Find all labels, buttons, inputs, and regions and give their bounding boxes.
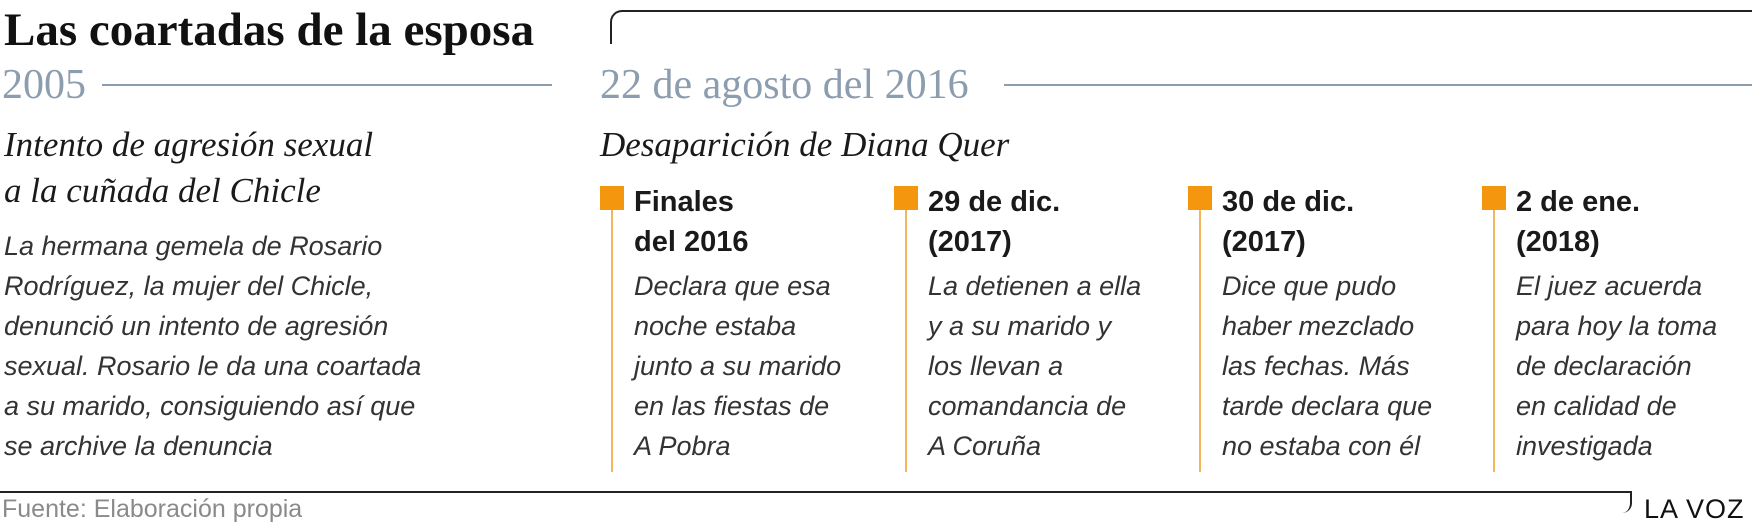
desc-line: las fechas. Más [1222, 351, 1410, 381]
title-frame-line [610, 10, 1752, 44]
body-line: se archive la denuncia [4, 431, 273, 461]
event-stem [1493, 210, 1495, 472]
event-date: 29 de dic. (2017) [928, 182, 1060, 262]
desc-line: noche estaba [634, 311, 797, 341]
date-line: 29 de dic. [928, 186, 1061, 218]
desc-line: junto a su marido [634, 351, 842, 381]
date-line: 2 de ene. [1516, 186, 1641, 218]
event-description: La detienen a ella y a su marido y los l… [928, 266, 1141, 466]
desc-line: de declaración [1516, 351, 1692, 381]
desc-line: investigada [1516, 431, 1653, 461]
footer-rule [0, 491, 1632, 493]
event-stem [611, 210, 613, 472]
section-heading: Desaparición de Diana Quer [600, 122, 1009, 168]
event-stem [905, 210, 907, 472]
desc-line: para hoy la toma [1516, 311, 1718, 341]
brand-logo: LA VOZ [1644, 494, 1745, 524]
desc-line: tarde declara que [1222, 391, 1433, 421]
timeline-event: 2 de ene. (2018) El juez acuerda para ho… [1482, 186, 1752, 486]
desc-line: en las fiestas de [634, 391, 830, 421]
desc-line: Declara que esa [634, 271, 831, 301]
desc-line: en calidad de [1516, 391, 1677, 421]
timeline-event: 30 de dic. (2017) Dice que pudo haber me… [1188, 186, 1458, 486]
desc-line: La detienen a ella [928, 271, 1142, 301]
event-marker [1482, 186, 1506, 210]
event-marker [1188, 186, 1212, 210]
desc-line: El juez acuerda [1516, 271, 1703, 301]
body-line: La hermana gemela de Rosario [4, 231, 383, 261]
event-date: 30 de dic. (2017) [1222, 182, 1354, 262]
date-line: Finales [634, 186, 734, 218]
date-line: del 2016 [634, 226, 749, 258]
event-date: 2 de ene. (2018) [1516, 182, 1640, 262]
heading-line: Desaparición de Diana Quer [600, 125, 1010, 164]
body-line: sexual. Rosario le da una coartada [4, 351, 422, 381]
desc-line: y a su marido y [928, 311, 1112, 341]
desc-line: A Pobra [634, 431, 731, 461]
date-line: 30 de dic. [1222, 186, 1355, 218]
desc-line: haber mezclado [1222, 311, 1415, 341]
heading-line: a la cuñada del Chicle [4, 171, 321, 210]
event-description: Declara que esa noche estaba junto a su … [634, 266, 841, 466]
date-line: (2018) [1516, 226, 1600, 258]
event-description: Dice que pudo haber mezclado las fechas.… [1222, 266, 1432, 466]
event-date: Finales del 2016 [634, 182, 748, 262]
year-divider-2016 [1004, 84, 1752, 86]
date-line: (2017) [1222, 226, 1306, 258]
event-marker [600, 186, 624, 210]
infographic-title: Las coartadas de la esposa [4, 4, 535, 56]
event-description: El juez acuerda para hoy la toma de decl… [1516, 266, 1717, 466]
heading-line: Intento de agresión sexual [4, 125, 374, 164]
source-credit: Fuente: Elaboración propia [2, 495, 303, 523]
year-label-2016: 22 de agosto del 2016 [600, 62, 969, 108]
body-line: a su marido, consiguiendo así que [4, 391, 416, 421]
year-label-2005: 2005 [2, 62, 86, 108]
timeline-event: Finales del 2016 Declara que esa noche e… [600, 186, 870, 486]
date-line: (2017) [928, 226, 1012, 258]
event-stem [1199, 210, 1201, 472]
section-heading: Intento de agresión sexual a la cuñada d… [4, 122, 373, 214]
section-body: La hermana gemela de Rosario Rodríguez, … [4, 226, 421, 466]
desc-line: los llevan a [928, 351, 1064, 381]
desc-line: A Coruña [928, 431, 1042, 461]
timeline-event: 29 de dic. (2017) La detienen a ella y a… [894, 186, 1164, 486]
desc-line: Dice que pudo [1222, 271, 1397, 301]
desc-line: no estaba con él [1222, 431, 1421, 461]
footer-rule-hook [1622, 491, 1632, 513]
body-line: denunció un intento de agresión [4, 311, 389, 341]
event-marker [894, 186, 918, 210]
body-line: Rodríguez, la mujer del Chicle, [4, 271, 374, 301]
desc-line: comandancia de [928, 391, 1127, 421]
year-divider-2005 [102, 84, 552, 86]
